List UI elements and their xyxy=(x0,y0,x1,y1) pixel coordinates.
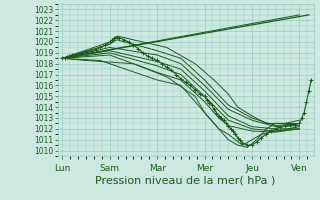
X-axis label: Pression niveau de la mer( hPa ): Pression niveau de la mer( hPa ) xyxy=(95,175,276,185)
